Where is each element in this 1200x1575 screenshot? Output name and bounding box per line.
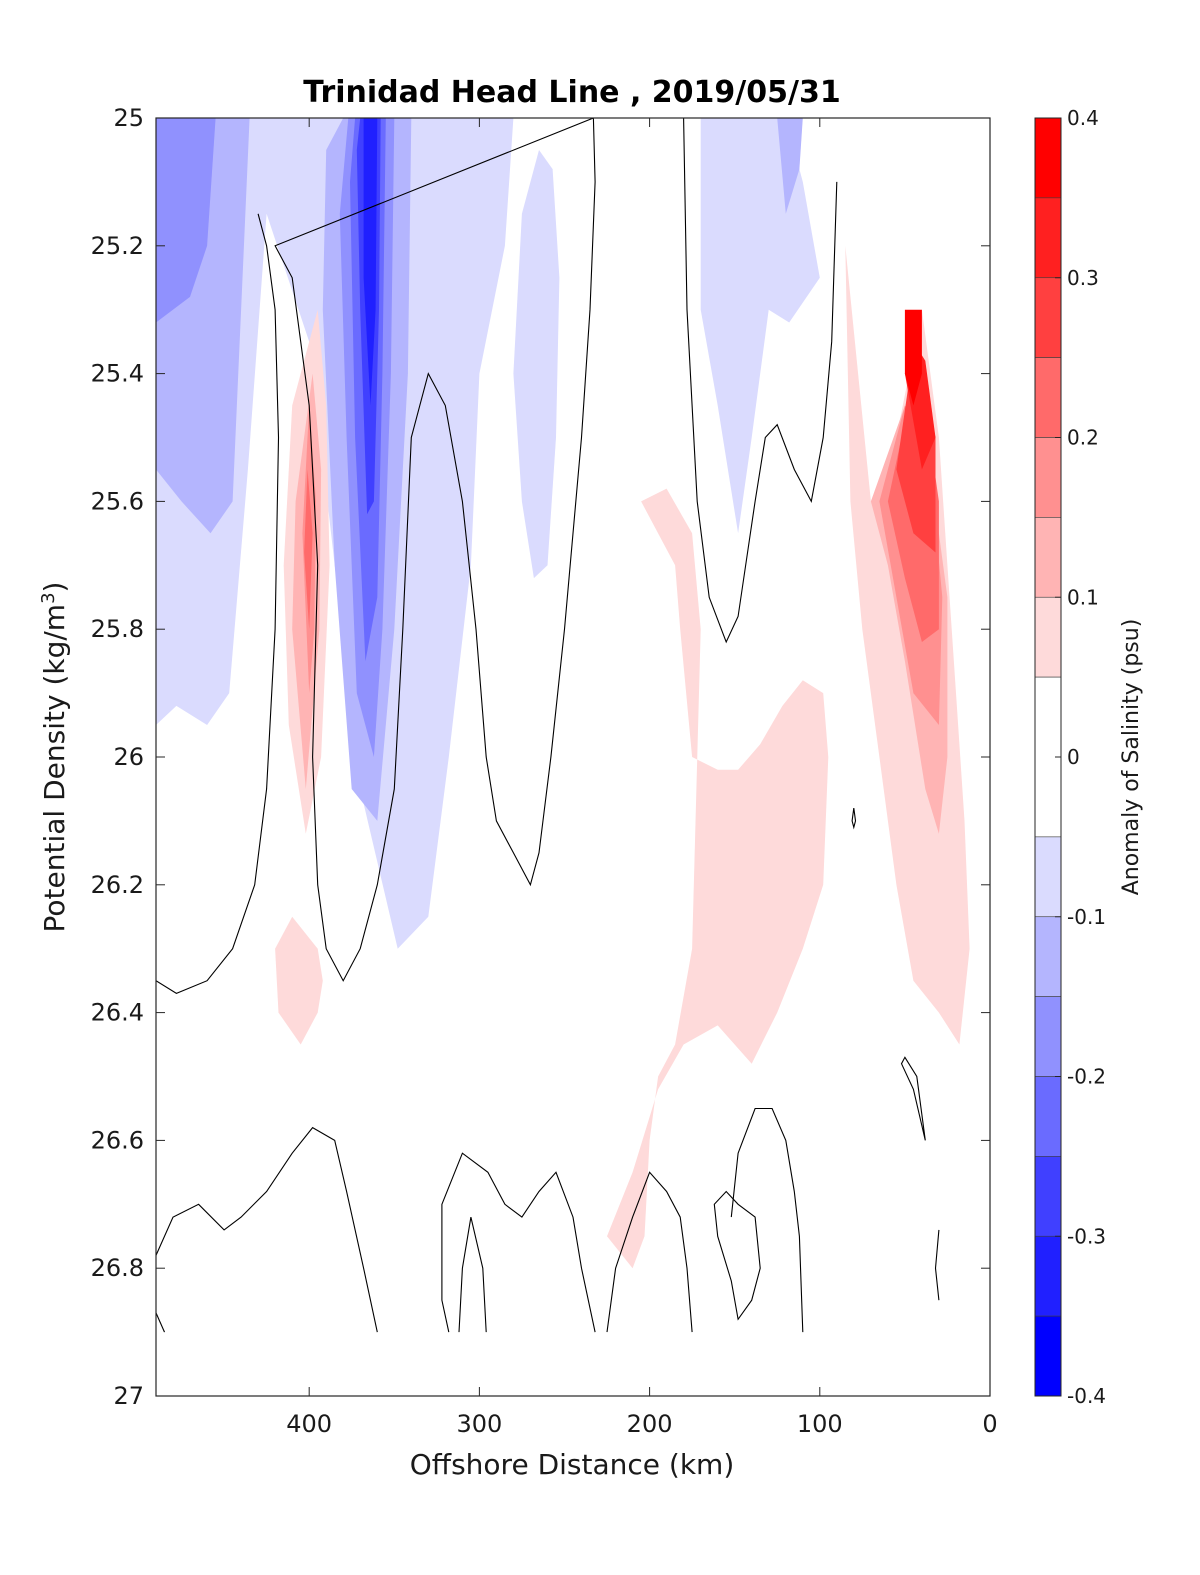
- colorbar-swatch-6: [1034, 596, 1062, 678]
- colorbar-swatch-11: [1034, 1076, 1062, 1157]
- colorbar-tick-label: -0.2: [1067, 1065, 1106, 1089]
- colorbar-tick-label: -0.3: [1067, 1224, 1106, 1248]
- zero-contour-10: [900, 1056, 926, 1141]
- colorbar-swatch-4: [1034, 437, 1062, 518]
- zero-contour-9: [730, 1107, 804, 1333]
- contour-line-layer: [156, 118, 940, 1333]
- zero-contour-0: [274, 118, 596, 982]
- colorbar-tick-label: 0.2: [1067, 426, 1099, 450]
- contour-fill-23: [904, 309, 922, 406]
- contour-fill-1: [513, 150, 560, 579]
- colorbar-tick-label: 0: [1067, 745, 1080, 769]
- plot-area: 400 300 200 100 0 25 25.2 25.4 25.6 25.8 26 26.2 26…: [91, 104, 998, 1438]
- colorbar-tick-label: -0.1: [1067, 905, 1106, 929]
- colorbar-swatch-5: [1034, 517, 1062, 598]
- contour-fill-12: [275, 916, 323, 1045]
- colorbar-swatch-10: [1034, 996, 1062, 1077]
- x-axis-label: Offshore Distance (km): [410, 1448, 735, 1481]
- colorbar-swatch-8: [1034, 836, 1062, 918]
- y-tick-label: 25: [113, 104, 144, 132]
- y-tick-label: 25.4: [91, 360, 144, 388]
- contour-fill-19: [304, 469, 313, 630]
- colorbar-swatch-2: [1034, 277, 1062, 358]
- y-tick-label: 26.6: [91, 1126, 144, 1154]
- zero-contour-11: [934, 1229, 940, 1301]
- contour-fill-5: [777, 118, 803, 214]
- y-tick-label: 25.6: [91, 487, 144, 515]
- y-axis: 25 25.2 25.4 25.6 25.8 26 26.2 26.4 26.6 26.8 27: [91, 104, 990, 1410]
- y-axis-label: Potential Density (kg/m3): [38, 582, 72, 933]
- zero-contour-1: [156, 213, 280, 995]
- zero-contour-2: [683, 118, 838, 644]
- x-tick-label: 100: [797, 1410, 843, 1438]
- colorbar-swatch-3: [1034, 357, 1062, 438]
- colorbar-swatch-0: [1034, 117, 1062, 199]
- colorbar-label: Anomaly of Salinity (psu): [1119, 619, 1144, 896]
- y-tick-label: 26.4: [91, 999, 144, 1027]
- x-tick-label: 400: [286, 1410, 332, 1438]
- x-tick-label: 300: [456, 1410, 502, 1438]
- zero-contour-7: [606, 1171, 693, 1333]
- colorbar-swatch-14: [1034, 1315, 1062, 1397]
- colorbar-tick-label: 0.1: [1067, 585, 1099, 609]
- zero-contour-8: [713, 1190, 761, 1321]
- colorbar-swatch-12: [1034, 1156, 1062, 1237]
- x-axis: 400 300 200 100 0: [286, 118, 998, 1438]
- contour-fill-6: [156, 118, 216, 323]
- zero-contour-5: [441, 1152, 596, 1333]
- colorbar-swatch-9: [1034, 916, 1062, 997]
- zero-contour-3: [156, 1126, 378, 1333]
- x-tick-label: 200: [627, 1410, 673, 1438]
- colorbar-swatches: [1034, 117, 1062, 1397]
- y-tick-label: 26.8: [91, 1254, 144, 1282]
- zero-contour-4: [156, 1312, 166, 1333]
- contour-fill-13: [607, 488, 829, 1269]
- colorbar-ticks: 0.4 0.3 0.2 0.1 0 -0.1 -0.2 -0.3 -0.4: [1055, 106, 1106, 1408]
- colorbar: 0.4 0.3 0.2 0.1 0 -0.1 -0.2 -0.3 -0.4 Anomaly of…: [1034, 106, 1144, 1408]
- y-tick-label: 25.2: [91, 232, 144, 260]
- zero-contour-12: [851, 808, 857, 830]
- colorbar-swatch-1: [1034, 197, 1062, 279]
- colorbar-tick-label: -0.4: [1067, 1384, 1106, 1408]
- x-tick-label: 0: [982, 1410, 997, 1438]
- y-tick-label: 27: [113, 1382, 144, 1410]
- colorbar-swatch-13: [1034, 1235, 1062, 1317]
- contour-fill-10: [363, 118, 378, 406]
- chart-title: Trinidad Head Line , 2019/05/31: [303, 75, 840, 110]
- zero-contour-6: [458, 1216, 487, 1333]
- y-tick-label: 25.8: [91, 615, 144, 643]
- y-tick-label: 26.2: [91, 871, 144, 899]
- y-tick-label: 26: [113, 743, 144, 771]
- colorbar-tick-label: 0.4: [1067, 106, 1099, 130]
- contour-fill-layer: [156, 118, 970, 1269]
- contour-fill-2: [700, 118, 820, 534]
- colorbar-tick-label: 0.3: [1067, 266, 1099, 290]
